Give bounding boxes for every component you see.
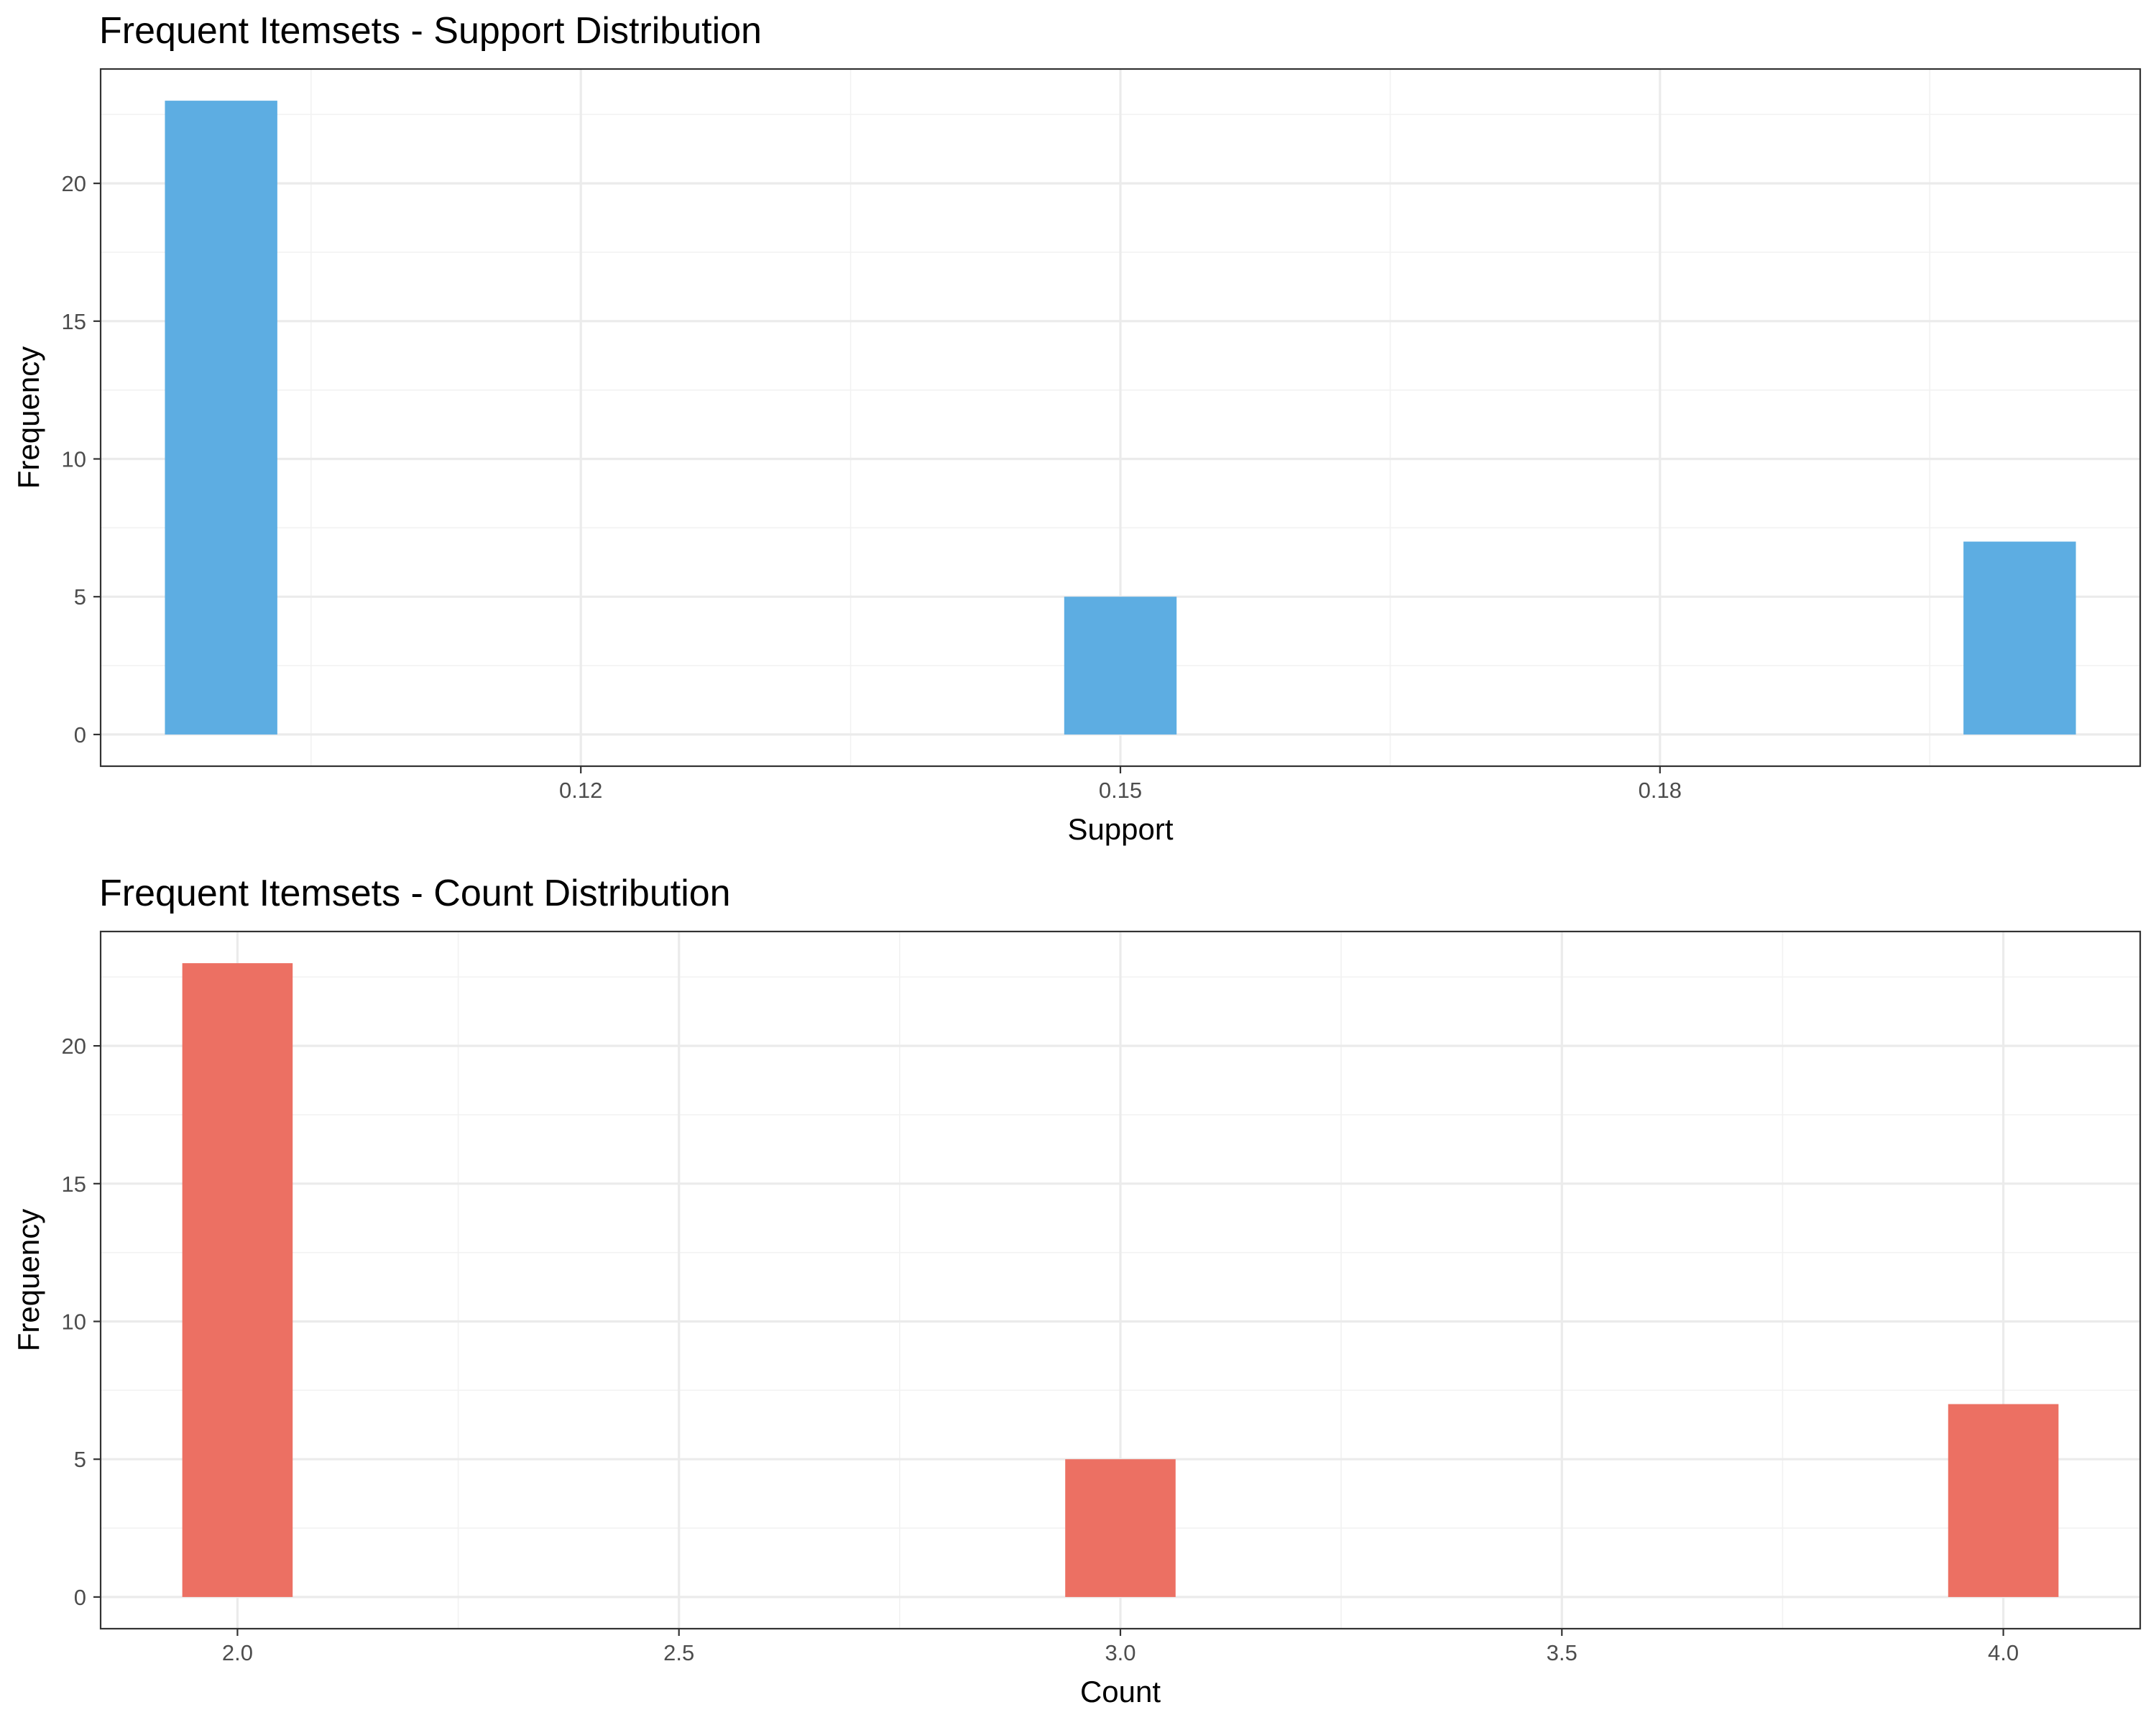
histogram-bar (1963, 541, 2076, 735)
y-tick-label: 15 (62, 309, 86, 334)
x-tick-label: 0.15 (1099, 778, 1142, 803)
histogram-bar (182, 963, 293, 1597)
y-tick-label: 15 (62, 1172, 86, 1197)
x-tick-label: 0.18 (1639, 778, 1682, 803)
x-tick-label: 0.12 (559, 778, 602, 803)
count-distribution-chart: Frequent Itemsets - Count Distribution 2… (11, 873, 2142, 1708)
y-tick-label: 0 (74, 1585, 86, 1610)
y-tick-label: 5 (74, 584, 86, 610)
support-distribution-chart: Frequent Itemsets - Support Distribution… (11, 10, 2142, 846)
y-tick-label: 20 (62, 1034, 86, 1059)
x-axis-label: Support (1067, 812, 1173, 846)
histogram-bar (1948, 1404, 2059, 1597)
y-tick-label: 20 (62, 171, 86, 196)
histogram-bar (165, 101, 277, 735)
x-tick-label: 2.5 (663, 1640, 694, 1665)
x-tick-label: 4.0 (1988, 1640, 2019, 1665)
y-axis-label: Frequency (11, 346, 45, 489)
x-tick-label: 3.5 (1547, 1640, 1577, 1665)
x-tick-label: 3.0 (1105, 1640, 1135, 1665)
y-tick-label: 5 (74, 1447, 86, 1472)
chart-title: Frequent Itemsets - Count Distribution (99, 873, 731, 914)
histogram-bar (1065, 1459, 1176, 1597)
x-tick-label: 2.0 (222, 1640, 253, 1665)
y-tick-label: 0 (74, 722, 86, 748)
x-axis-label: Count (1080, 1675, 1161, 1708)
histogram-bar (1064, 597, 1177, 735)
y-tick-label: 10 (62, 447, 86, 472)
y-tick-label: 10 (62, 1310, 86, 1335)
chart-title: Frequent Itemsets - Support Distribution (99, 10, 762, 52)
y-axis-label: Frequency (11, 1209, 45, 1351)
